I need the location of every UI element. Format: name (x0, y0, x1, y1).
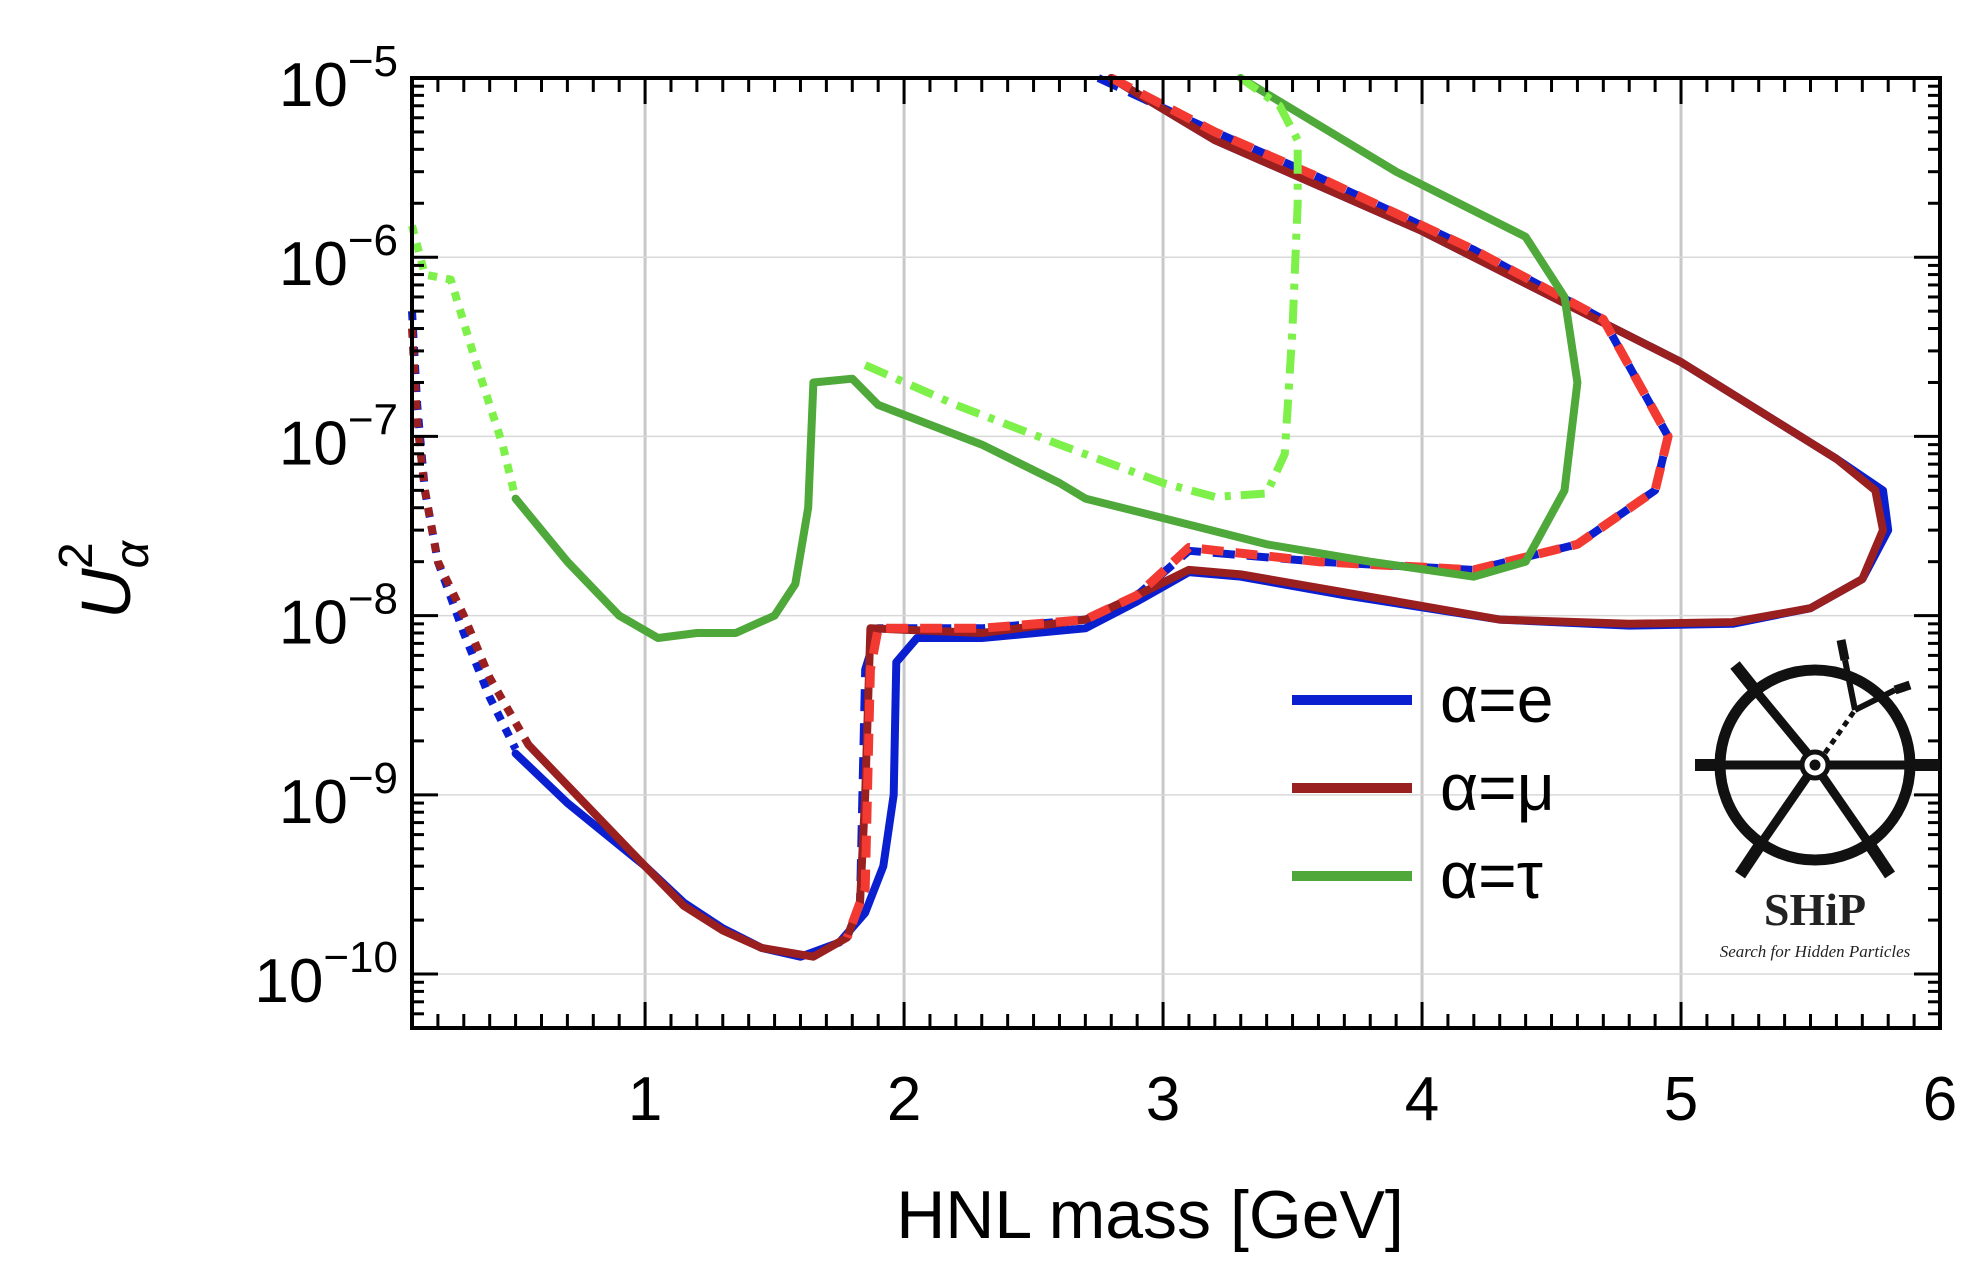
x-tick-label: 1 (628, 1065, 662, 1134)
grid-lines (412, 77, 1940, 1028)
series-line-7 (511, 74, 1582, 642)
y-tick-label: 10−7 (279, 395, 398, 478)
x-tick-label: 5 (1664, 1065, 1698, 1134)
series-line-4 (524, 74, 1887, 961)
y-axis-label: Uα2 (50, 539, 159, 619)
legend-label: α=μ (1440, 750, 1555, 824)
y-tick-label: 10−10 (254, 933, 398, 1016)
y-tick-label: 10−9 (279, 754, 398, 837)
y-tick-label: 10−5 (279, 37, 398, 120)
legend-label: α=e (1440, 662, 1553, 736)
y-tick-label: 10−8 (279, 575, 398, 658)
series-line-3 (408, 328, 532, 747)
legend-label: α=τ (1440, 838, 1543, 912)
x-tick-label: 3 (1146, 1065, 1180, 1134)
y-label-base: U (67, 568, 145, 619)
svg-text:Uα2: Uα2 (50, 539, 159, 619)
y-tick-labels: 10−5 10−6 10−7 10−8 10−9 10−10 (254, 37, 398, 1016)
logo-subtitle: Search for Hidden Particles (1720, 942, 1911, 961)
y-tick-label: 10−6 (279, 216, 398, 299)
y-label-subscript: α (106, 539, 159, 568)
logo-title: SHiP (1764, 884, 1866, 935)
ship-logo: SHiP Search for Hidden Particles (1695, 639, 1940, 961)
ship-wheel-icon (1695, 639, 1940, 879)
x-tick-label: 6 (1923, 1065, 1957, 1134)
legend: α=e α=μ α=τ (1292, 662, 1555, 912)
y-label-superscript: 2 (50, 542, 103, 569)
x-tick-label: 2 (887, 1065, 921, 1134)
x-tick-label: 4 (1405, 1065, 1439, 1134)
series-lines (408, 74, 1893, 961)
axis-ticks (410, 76, 1942, 1030)
x-tick-labels: 1 2 3 4 5 6 (628, 1065, 1957, 1134)
x-axis-label: HNL mass [GeV] (896, 1177, 1404, 1253)
plot-frame (410, 76, 1942, 1030)
series-line-5 (842, 74, 1673, 940)
